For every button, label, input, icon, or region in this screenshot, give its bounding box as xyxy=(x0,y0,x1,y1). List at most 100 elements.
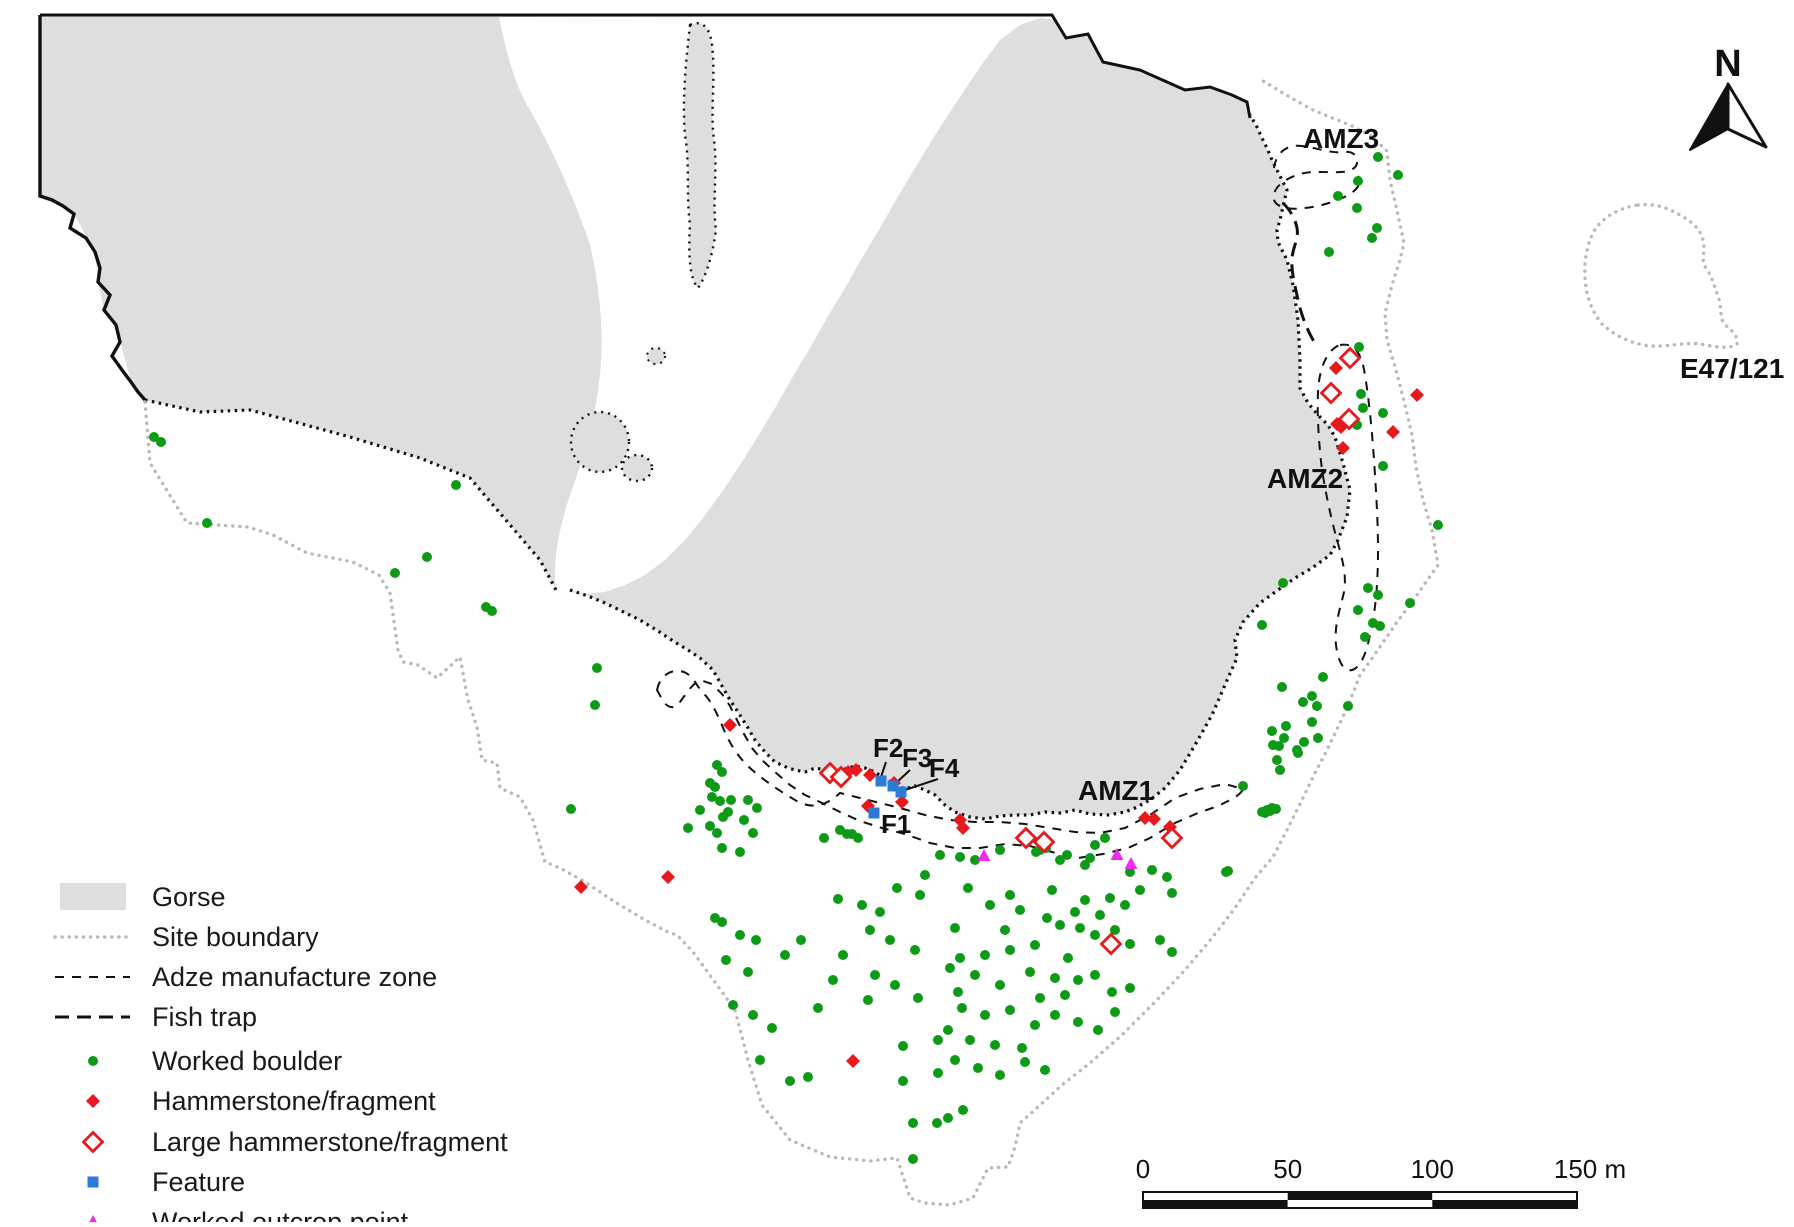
worked-boulder-marker xyxy=(1354,342,1364,352)
worked-boulder-marker xyxy=(973,1063,983,1073)
legend-label-hammerstone: Hammerstone/fragment xyxy=(152,1086,436,1116)
worked-boulder-marker xyxy=(910,945,920,955)
feature-marker xyxy=(875,775,887,787)
worked-boulder-marker xyxy=(1107,987,1117,997)
island-e47-outline xyxy=(1583,202,1739,349)
map-label-amz2: AMZ2 xyxy=(1267,463,1343,494)
legend-label-site-boundary: Site boundary xyxy=(152,922,319,952)
worked-boulder-marker xyxy=(908,1118,918,1128)
worked-boulder-marker xyxy=(920,870,930,880)
worked-boulder-marker xyxy=(1073,1017,1083,1027)
worked-boulder-marker xyxy=(683,823,693,833)
hammerstone-marker xyxy=(574,880,588,894)
large-hammerstone-marker xyxy=(1338,346,1362,370)
scale-tick-label: 150 m xyxy=(1554,1154,1626,1184)
worked-boulder-marker xyxy=(945,963,955,973)
worked-boulder-marker xyxy=(833,894,843,904)
worked-boulder-marker xyxy=(1017,1043,1027,1053)
worked-boulder-marker xyxy=(1324,247,1334,257)
worked-boulder-marker xyxy=(1080,895,1090,905)
legend-label-worked-outcrop: Worked outcrop point xyxy=(152,1207,409,1222)
worked-boulder-marker xyxy=(995,980,1005,990)
map-label-e47-121: E47/121 xyxy=(1680,353,1784,384)
worked-boulder-marker xyxy=(1333,191,1343,201)
worked-boulder-marker xyxy=(1353,605,1363,615)
legend-label-adze-zone: Adze manufacture zone xyxy=(152,962,437,992)
worked-boulder-marker xyxy=(1277,682,1287,692)
worked-boulder-marker xyxy=(943,1025,953,1035)
worked-boulder-marker xyxy=(1318,672,1328,682)
adze-manufacture-zones xyxy=(655,144,1380,860)
worked-boulder-marker xyxy=(1353,176,1363,186)
worked-boulder-marker xyxy=(1085,853,1095,863)
worked-boulder-marker xyxy=(1005,890,1015,900)
north-label: N xyxy=(1714,43,1741,85)
f2-leader xyxy=(880,761,887,778)
worked-boulder-marker xyxy=(1135,885,1145,895)
worked-boulder-marker xyxy=(566,804,576,814)
large-hammerstone-marker xyxy=(1014,826,1038,850)
feature-marker xyxy=(868,807,880,819)
legend-item-adze-zone: Adze manufacture zone xyxy=(55,962,437,992)
worked-boulder-marker xyxy=(870,970,880,980)
scale-seg xyxy=(1143,1192,1288,1200)
worked-boulder-marker xyxy=(1005,945,1015,955)
worked-boulder-marker xyxy=(751,935,761,945)
legend-label-feature: Feature xyxy=(152,1167,245,1197)
worked-boulder-marker xyxy=(958,1105,968,1115)
worked-boulder-marker xyxy=(1030,1020,1040,1030)
scale-tick-labels: 0 50 100 150 m xyxy=(1136,1154,1626,1184)
worked-boulder-marker xyxy=(898,1041,908,1051)
worked-boulder-marker xyxy=(1373,152,1383,162)
legend: Gorse Site boundary Adze manufacture zone F… xyxy=(53,882,508,1227)
worked-boulder-marker xyxy=(980,1010,990,1020)
worked-boulder-marker xyxy=(1090,970,1100,980)
worked-boulder-marker xyxy=(1363,583,1373,593)
worked-boulder-marker xyxy=(1293,748,1303,758)
worked-boulder-marker xyxy=(953,987,963,997)
worked-boulder-marker xyxy=(957,1003,967,1013)
coastline-dotted xyxy=(144,114,1352,821)
worked-boulder-marker xyxy=(707,792,717,802)
legend-item-gorse: Gorse xyxy=(60,882,226,912)
worked-outcrop-marker xyxy=(86,1215,100,1227)
worked-boulder-marker xyxy=(863,995,873,1005)
worked-boulder-marker xyxy=(1378,461,1388,471)
hammerstone-marker xyxy=(846,1054,860,1068)
legend-item-fish-trap: Fish trap xyxy=(55,1002,257,1032)
worked-boulder-marker xyxy=(965,1035,975,1045)
worked-boulder-marker xyxy=(1433,520,1443,530)
worked-boulder-marker xyxy=(955,852,965,862)
worked-boulder-marker xyxy=(1062,850,1072,860)
worked-boulder-marker xyxy=(592,663,602,673)
legend-label-large-hammerstone: Large hammerstone/fragment xyxy=(152,1127,508,1157)
worked-boulder-marker xyxy=(739,815,749,825)
worked-boulder-marker xyxy=(1110,925,1120,935)
hammerstone-marker xyxy=(1329,361,1343,375)
legend-item-hammerstone: Hammerstone/fragment xyxy=(86,1086,436,1116)
worked-boulder-marker xyxy=(963,883,973,893)
map-label-f1: F1 xyxy=(881,809,911,839)
worked-boulder-marker xyxy=(1278,578,1288,588)
worked-boulder-marker xyxy=(748,828,758,838)
worked-boulder-marker xyxy=(1358,403,1368,413)
worked-boulder-marker xyxy=(1367,233,1377,243)
worked-boulder-marker xyxy=(718,812,728,822)
hammerstone-marker xyxy=(895,795,909,809)
worked-boulder-marker xyxy=(487,606,497,616)
worked-boulder-marker xyxy=(1080,860,1090,870)
worked-boulder-marker xyxy=(1050,973,1060,983)
large-hammerstone-marker xyxy=(81,1130,105,1154)
worked-boulder-marker xyxy=(1015,905,1025,915)
worked-boulder-marker xyxy=(726,795,736,805)
map-label-f4: F4 xyxy=(929,753,960,783)
worked-boulder-marker xyxy=(1313,733,1323,743)
legend-item-feature: Feature xyxy=(87,1167,245,1197)
worked-boulder-marker xyxy=(1307,717,1317,727)
worked-boulder-marker xyxy=(913,993,923,1003)
worked-boulder-marker xyxy=(1125,983,1135,993)
worked-boulder-marker xyxy=(1100,833,1110,843)
worked-boulder-marker xyxy=(1070,907,1080,917)
worked-boulder-marker xyxy=(1281,721,1291,731)
